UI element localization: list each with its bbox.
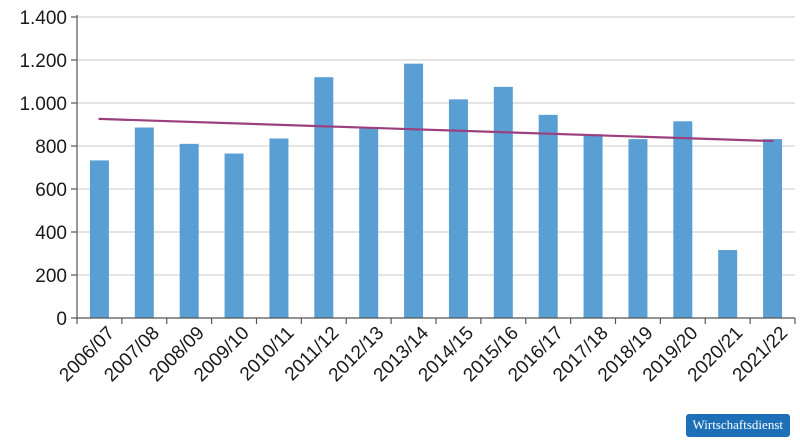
bar-2013/14 [404,63,424,318]
y-tick-label: 1.400 [19,8,67,29]
bar-2016/17 [538,114,558,318]
bar-2006/07 [89,160,109,318]
axes [71,15,796,324]
bar-2012/13 [359,127,379,318]
bar-2015/16 [493,86,513,318]
y-tick-label: 1.000 [19,94,67,115]
bar-2021/22 [763,139,783,318]
trend-line-group [98,117,774,143]
bar-2011/12 [314,77,334,318]
y-tick-label: 400 [35,223,67,244]
y-tick-label: 800 [35,137,67,158]
y-tick-label: 600 [35,180,67,201]
y-tick-label: 200 [35,266,67,287]
y-tick-label: 1.200 [19,51,67,72]
bar-2020/21 [718,250,738,318]
bar-2010/11 [269,138,289,318]
bar-2018/19 [628,139,648,318]
bar-2008/09 [179,143,199,318]
y-tick-label: 0 [56,309,67,330]
y-tick-labels: 0 200 400 600 800 1.000 1.200 1.400 [19,8,67,330]
bar-2009/10 [224,153,244,318]
bar-2017/18 [583,134,603,318]
bar-2019/20 [673,121,693,319]
bar-2007/08 [134,127,154,318]
bar-2014/15 [448,99,468,318]
trend-line [98,117,774,143]
bar-series [89,63,783,319]
source-badge: Wirtschaftsdienst [685,414,790,437]
x-tick-labels: 2006/072007/082008/092009/102010/112011/… [56,322,793,386]
